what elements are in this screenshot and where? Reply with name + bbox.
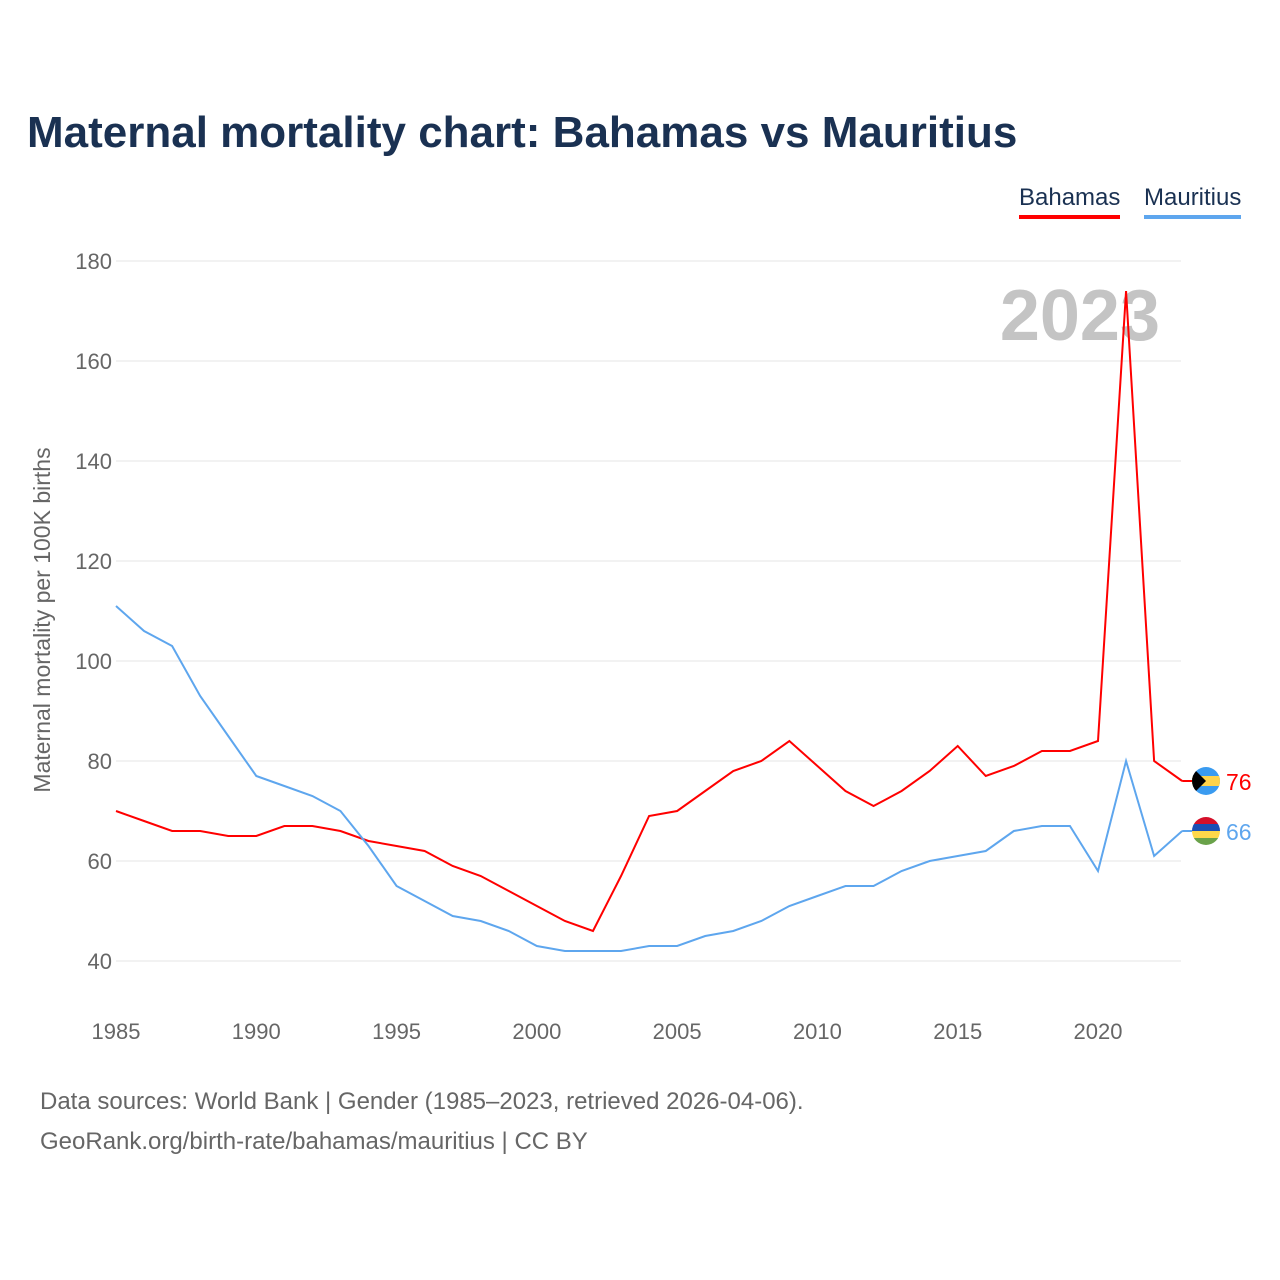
- series-line-bahamas[interactable]: [115, 290, 1183, 933]
- year-watermark: 2023: [1000, 276, 1160, 356]
- end-value-label: 66: [1226, 819, 1252, 845]
- x-tick-label: 2010: [793, 1019, 842, 1044]
- x-tick-label: 1990: [232, 1019, 281, 1044]
- end-value-label: 76: [1226, 769, 1252, 795]
- y-tick-label: 180: [75, 249, 112, 274]
- x-tick-label: 2015: [933, 1019, 982, 1044]
- bahamas-flag-icon: [1192, 767, 1220, 795]
- x-tick-label: 2000: [512, 1019, 561, 1044]
- series-line-mauritius[interactable]: [115, 605, 1183, 952]
- y-tick-label: 60: [88, 849, 112, 874]
- legend-mauritius[interactable]: Mauritius: [1144, 184, 1242, 219]
- y-tick-label: 80: [88, 749, 112, 774]
- x-tick-label: 1995: [372, 1019, 421, 1044]
- mauritius-flag-icon: [1192, 817, 1220, 845]
- y-tick-label: 160: [75, 349, 112, 374]
- chart-title: Maternal mortality chart: Bahamas vs Mau…: [27, 108, 1018, 157]
- y-tick-label: 40: [88, 949, 112, 974]
- y-tick-label: 140: [75, 449, 112, 474]
- legend-bahamas[interactable]: Bahamas: [1019, 184, 1121, 219]
- x-tick-label: 2020: [1074, 1019, 1123, 1044]
- y-tick-label: 120: [75, 549, 112, 574]
- y-tick-label: 100: [75, 649, 112, 674]
- x-tick-label: 1985: [92, 1019, 141, 1044]
- source-line: Data sources: World Bank | Gender (1985–…: [40, 1088, 804, 1115]
- x-tick-label: 2005: [653, 1019, 702, 1044]
- source-link[interactable]: GeoRank.org/birth-rate/bahamas/mauritius…: [40, 1128, 588, 1155]
- y-axis-label: Maternal mortality per 100K births: [29, 447, 55, 792]
